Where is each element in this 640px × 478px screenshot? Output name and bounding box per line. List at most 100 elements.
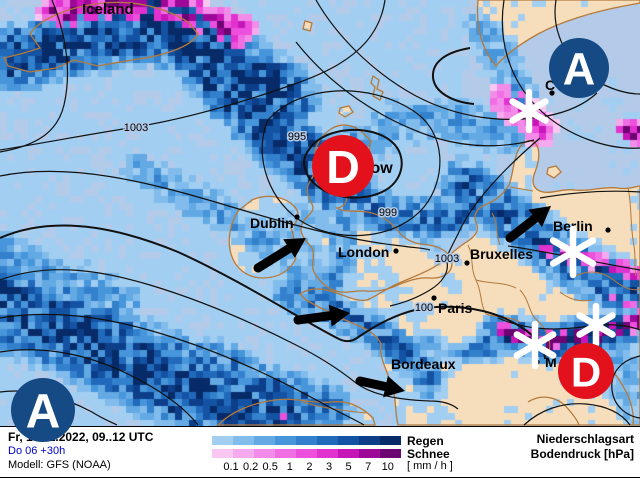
isobar-line [295,41,535,147]
snow-scale-segment [233,449,254,458]
isobar-line [303,128,403,199]
rain-scale-segment [296,436,317,445]
isobar-label: 999 [379,207,397,219]
isobar-line [0,313,365,426]
rain-scale-segment [359,436,380,445]
front-motion-arrow-icon [253,244,294,273]
city-label-bordeaux: Bordeaux [391,356,456,372]
scale-tick: 3 [325,461,333,473]
isobar-line [0,0,69,153]
isobar-line [261,90,441,237]
isobar-line [389,137,541,307]
isobar-line [0,349,199,426]
snow-scale-segment [254,449,275,458]
city-label-city-partial-c: C [545,77,555,93]
front-motion-arrow-icon [293,311,335,325]
scale-tick: 7 [365,461,372,473]
map-type-titles: Niederschlagsart Bodendruck [hPa] [531,432,634,462]
region-label: Iceland [82,1,134,18]
rain-scale-segment [317,436,338,445]
model-name-label: Modell: GFS (NOAA) [8,459,111,471]
legend-bar: Fr, 18.11.2022, 09..12 UTC Do 06 +30h Mo… [0,426,640,478]
city-label-glasgow: Glasgow [326,160,393,177]
scale-tick: 0.2 [242,461,259,473]
coastline [338,105,354,118]
front-motion-arrowhead-icon [383,375,405,398]
scale-tick: 0.5 [262,461,278,473]
coastline [527,396,580,426]
scale-tick: 10 [381,461,394,473]
country-border [475,279,517,289]
rain-scale-segment [380,436,401,445]
snow-color-scale [212,449,401,458]
coastline [298,139,640,426]
coastline [216,398,376,426]
snow-scale-segment [338,449,359,458]
snow-scale-segment [296,449,317,458]
isobar-line [431,47,475,105]
snowflake-icon [509,88,549,134]
city-label-london: London [338,244,389,260]
city-label-city-partial-m: M [545,354,557,370]
city-dot-dublin [294,214,300,220]
country-border [519,289,551,352]
weather-map: 1003 995 999 1003 100 Iceland Dublin Glasgow Lo… [0,0,640,426]
isobar-label: 1003 [435,253,459,265]
coastline [370,74,384,101]
model-run-label: Do 06 +30h [8,445,66,457]
snow-scale-segment [380,449,401,458]
snowflake-icon [549,225,597,279]
scale-tick: 2 [306,461,313,473]
coastline [302,20,313,32]
city-dot-bruxelles [464,260,470,266]
snow-scale-segment [317,449,338,458]
front-motion-arrow-icon [355,376,390,392]
snow-scale-segment [359,449,380,458]
country-border [573,271,640,291]
snow-scale-segment [212,449,233,458]
rain-scale-segment [275,436,296,445]
front-motion-arrowhead-icon [328,304,350,327]
city-label-paris: Paris [438,300,472,316]
isobar-line [523,403,631,426]
city-label-bruxelles: Bruxelles [470,246,533,262]
coastline [228,195,299,279]
isobar-label: 100 [415,302,433,314]
city-dot-london [393,248,399,254]
rain-scale-label: Regen [407,434,444,448]
front-motion-arrow-icon [505,213,540,243]
country-border [509,186,534,192]
front-motion-arrowhead-icon [528,206,551,227]
isobar-line [0,170,431,251]
isobar-line [315,0,598,120]
isobar-label: 995 [288,131,306,143]
snow-scale-label: Schnee [407,447,450,461]
snowflake-icon [513,320,557,370]
front-motion-arrowhead-icon [283,238,306,258]
city-dot-paris [431,295,437,301]
rain-color-scale [212,436,401,445]
scale-tick: 1 [286,461,293,473]
coastline [546,165,562,179]
city-dot-berlin [605,227,611,233]
city-label-dublin: Dublin [250,215,294,231]
coastline [3,1,199,73]
unit-label: [ mm / h ] [407,460,453,472]
rain-scale-segment [254,436,275,445]
country-border [627,187,637,277]
isobar-line [0,0,386,151]
isobar-label: 1003 [124,122,148,134]
isobar-line [539,190,640,199]
map-feature-layer: Iceland Dublin Glasgow London Bruxelles Paris… [82,1,616,398]
scale-tick: 5 [345,461,352,473]
scale-tick: 0.1 [223,461,239,473]
rain-scale-segment [338,436,359,445]
rain-scale-segment [212,436,233,445]
valid-time-label: Fr, 18.11.2022, 09..12 UTC [8,430,154,444]
snow-scale-segment [275,449,296,458]
country-border [491,212,501,246]
pressure-type-title: Bodendruck [hPa] [530,447,634,461]
snowflake-icon [576,302,616,348]
country-border [559,291,593,302]
